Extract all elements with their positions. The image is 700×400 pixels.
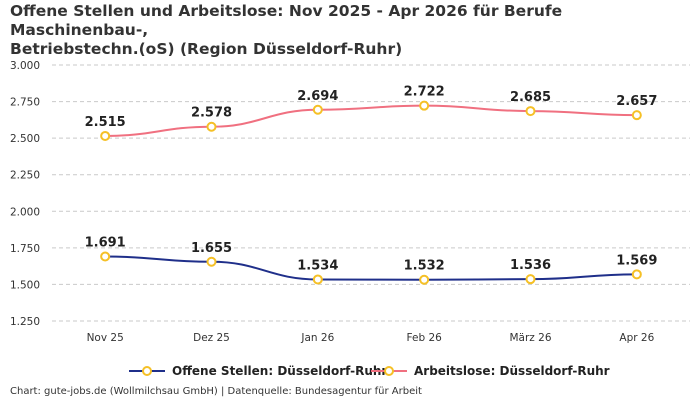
legend-swatch-arbeitslose [371, 366, 407, 376]
legend-marker [384, 366, 394, 376]
series-line-offene-stellen [105, 255, 637, 281]
legend-item-offene-stellen[interactable]: Offene Stellen: Düsseldorf-Ruhr [128, 362, 387, 380]
data-label: 1.655 [191, 241, 232, 256]
x-tick-label: Apr 26 [619, 332, 654, 344]
y-tick-label: 1.500 [10, 279, 40, 291]
data-label: 2.685 [510, 90, 551, 105]
data-point [419, 274, 430, 285]
data-point [525, 274, 536, 285]
x-tick-label: Dez 25 [193, 332, 230, 344]
data-point [525, 106, 536, 117]
chart-title: Offene Stellen und Arbeitslose: Nov 2025… [10, 2, 690, 59]
data-point [631, 269, 642, 280]
data-point [100, 251, 111, 262]
legend-swatch-offene-stellen [129, 366, 165, 376]
data-point [312, 274, 323, 285]
data-label: 2.694 [297, 89, 338, 104]
y-tick-label: 2.000 [10, 206, 40, 218]
data-point [312, 104, 323, 115]
data-point [631, 110, 642, 121]
y-tick-label: 2.250 [10, 170, 40, 182]
data-label: 1.532 [404, 259, 445, 274]
data-label: 2.515 [85, 115, 126, 130]
y-tick-label: 2.750 [10, 97, 40, 109]
y-tick-label: 3.000 [10, 60, 40, 72]
data-label: 1.534 [297, 258, 338, 273]
data-point [419, 100, 430, 111]
x-tick-label: Jan 26 [300, 332, 334, 344]
series-line-arbeitslose [105, 104, 637, 137]
chart-title-line-2: Betriebstechn.(oS) (Region Düsseldorf-Ru… [10, 40, 403, 58]
data-label: 2.722 [404, 85, 445, 100]
data-label: 1.536 [510, 258, 551, 273]
chart-source: Chart: gute-jobs.de (Wollmilchsau GmbH) … [10, 386, 422, 397]
data-point [100, 130, 111, 141]
data-point [206, 121, 217, 132]
legend-label-offene-stellen: Offene Stellen: Düsseldorf-Ruhr [172, 364, 388, 378]
y-tick-label: 1.250 [10, 316, 40, 328]
x-tick-label: Feb 26 [407, 332, 443, 344]
chart-title-line-1: Offene Stellen und Arbeitslose: Nov 2025… [10, 2, 563, 39]
y-tick-label: 2.500 [10, 133, 40, 145]
chart-legend: Offene Stellen: Düsseldorf-Ruhr Arbeitsl… [0, 362, 700, 380]
data-label: 1.691 [85, 235, 126, 250]
data-label: 2.657 [616, 94, 657, 109]
data-label: 2.578 [191, 106, 232, 121]
y-tick-label: 1.750 [10, 243, 40, 255]
legend-item-arbeitslose[interactable]: Arbeitslose: Düsseldorf-Ruhr [370, 362, 610, 380]
data-point [206, 256, 217, 267]
x-tick-label: Nov 25 [87, 332, 124, 344]
legend-marker [142, 366, 152, 376]
legend-label-arbeitslose: Arbeitslose: Düsseldorf-Ruhr [414, 364, 610, 378]
x-tick-label: März 26 [509, 332, 551, 344]
data-label: 1.569 [616, 253, 657, 268]
